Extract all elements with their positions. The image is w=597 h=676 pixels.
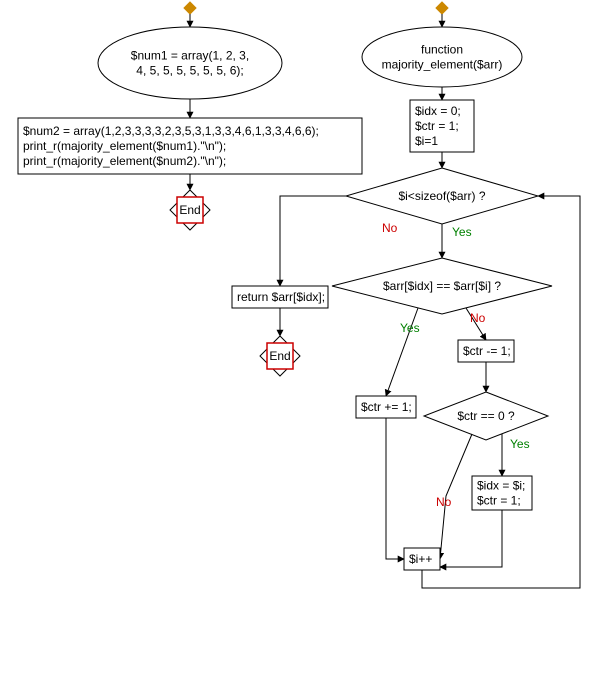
right-return-block-text: return $arr[$idx]; <box>237 290 325 304</box>
edge-label: Yes <box>400 321 420 335</box>
right-end-text: End <box>269 349 290 363</box>
left-entry-marker <box>184 2 196 14</box>
right-diamond-loop-text: $i<sizeof($arr) ? <box>398 189 485 203</box>
edge-label: Yes <box>452 225 472 239</box>
edge-reset-inc <box>440 510 502 567</box>
right-diamond-eq-text: $arr[$idx] == $arr[$i] ? <box>383 279 501 293</box>
edge-d1-no <box>280 196 346 286</box>
right-inc-block-text: $i++ <box>409 552 432 566</box>
edge-label: Yes <box>510 437 530 451</box>
edge-label: No <box>382 221 398 235</box>
edge-label: No <box>470 311 486 325</box>
right-ctr-plus-text: $ctr += 1; <box>361 400 412 414</box>
right-diamond-zero-text: $ctr == 0 ? <box>457 409 515 423</box>
left-start-ellipse-text: $num1 = array(1, 2, 3,4, 5, 5, 5, 5, 5, … <box>131 49 249 78</box>
right-reset-block-text: $idx = $i;$ctr = 1; <box>477 479 525 508</box>
right-entry-marker <box>436 2 448 14</box>
left-end-text: End <box>179 203 200 217</box>
right-ctr-minus-text: $ctr -= 1; <box>463 344 511 358</box>
edge-ctrplus-inc <box>386 418 404 559</box>
edge-label: No <box>436 495 452 509</box>
edge-loop-back <box>422 196 580 588</box>
